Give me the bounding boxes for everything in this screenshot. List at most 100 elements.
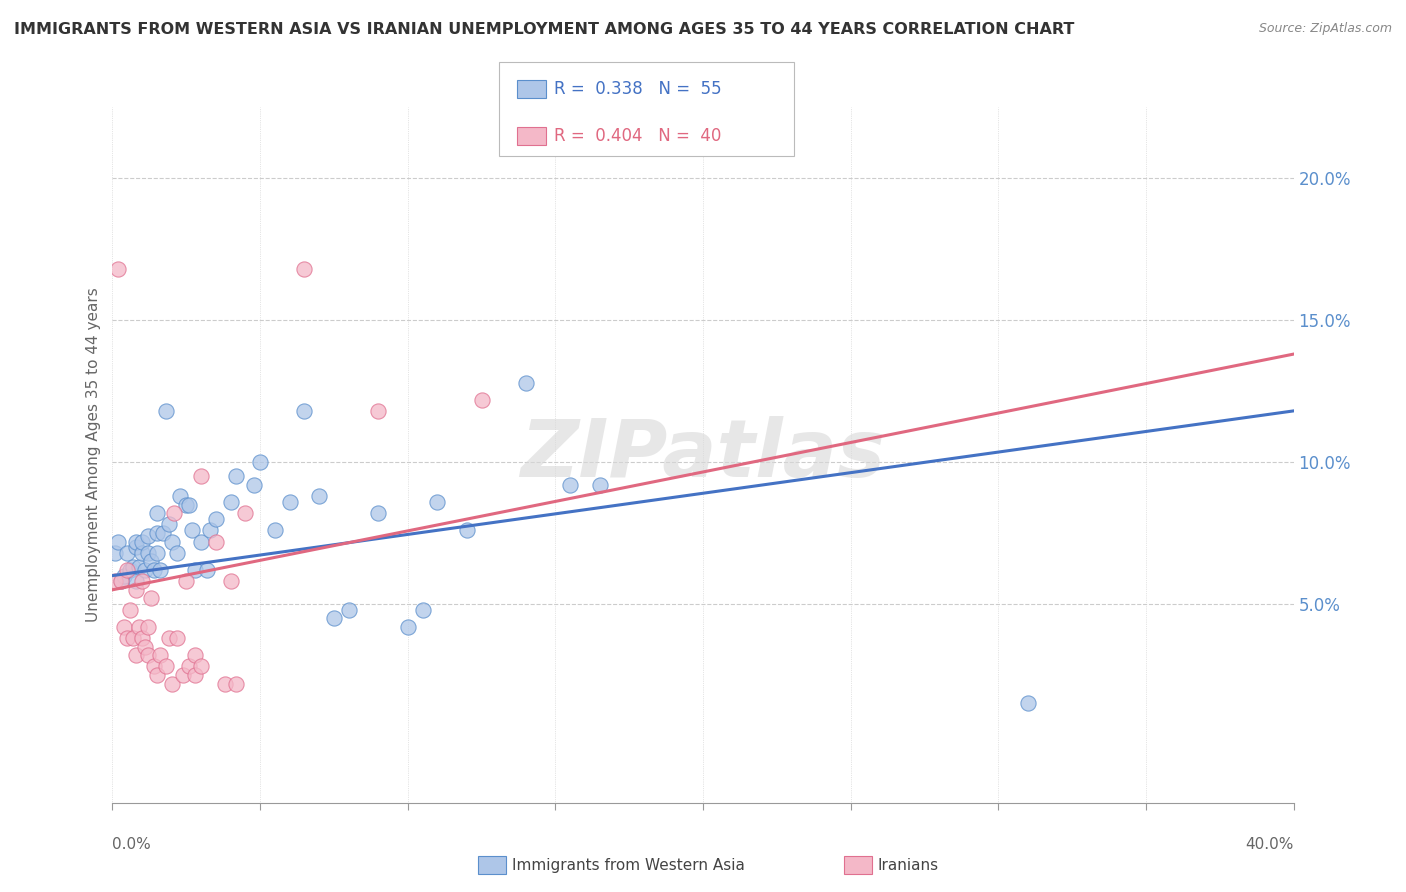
Point xyxy=(107,261,129,276)
Point xyxy=(139,554,162,568)
Point xyxy=(198,523,221,537)
Text: ZIPatlas: ZIPatlas xyxy=(520,416,886,494)
Y-axis label: Unemployment Among Ages 35 to 44 years: Unemployment Among Ages 35 to 44 years xyxy=(86,287,101,623)
Point xyxy=(112,568,135,582)
Point xyxy=(292,261,315,276)
Point xyxy=(163,506,186,520)
Point xyxy=(128,620,150,634)
Point xyxy=(174,498,197,512)
Point xyxy=(134,640,156,654)
Point xyxy=(107,534,129,549)
Point xyxy=(125,540,148,554)
Point xyxy=(190,659,212,673)
Point xyxy=(470,392,494,407)
Point xyxy=(225,676,247,690)
Point xyxy=(195,563,218,577)
Point xyxy=(128,560,150,574)
Point xyxy=(131,546,153,560)
Point xyxy=(112,620,135,634)
Point xyxy=(157,517,180,532)
Point xyxy=(166,631,188,645)
Point xyxy=(205,534,228,549)
Point xyxy=(160,676,183,690)
Point xyxy=(131,534,153,549)
Text: 0.0%: 0.0% xyxy=(112,837,152,852)
Point xyxy=(136,648,159,662)
Point xyxy=(292,404,315,418)
Point xyxy=(174,574,197,589)
Point xyxy=(136,546,159,560)
Point xyxy=(134,563,156,577)
Point xyxy=(308,489,330,503)
Point xyxy=(117,563,138,577)
Point xyxy=(146,526,169,541)
Point xyxy=(243,477,266,491)
Point xyxy=(142,659,165,673)
Point xyxy=(225,469,247,483)
Point xyxy=(426,495,449,509)
Point xyxy=(149,648,172,662)
Text: Iranians: Iranians xyxy=(877,858,938,872)
Point xyxy=(146,546,169,560)
Point xyxy=(125,582,148,597)
Point xyxy=(396,620,419,634)
Text: IMMIGRANTS FROM WESTERN ASIA VS IRANIAN UNEMPLOYMENT AMONG AGES 35 TO 44 YEARS C: IMMIGRANTS FROM WESTERN ASIA VS IRANIAN … xyxy=(14,22,1074,37)
Point xyxy=(184,648,207,662)
Point xyxy=(142,563,165,577)
Point xyxy=(110,574,132,589)
Point xyxy=(190,534,212,549)
Point xyxy=(323,611,346,625)
Point xyxy=(184,668,207,682)
Point xyxy=(411,603,433,617)
Point xyxy=(120,603,142,617)
Point xyxy=(278,495,301,509)
Point xyxy=(219,495,242,509)
Point xyxy=(120,563,142,577)
Point xyxy=(181,523,204,537)
Point xyxy=(155,659,177,673)
Point xyxy=(179,659,201,673)
Point xyxy=(249,455,271,469)
Point xyxy=(214,676,236,690)
Point xyxy=(122,631,145,645)
Point xyxy=(117,631,138,645)
Text: Source: ZipAtlas.com: Source: ZipAtlas.com xyxy=(1258,22,1392,36)
Point xyxy=(588,477,610,491)
Point xyxy=(367,506,389,520)
Point xyxy=(515,376,537,390)
Point xyxy=(125,648,148,662)
Point xyxy=(219,574,242,589)
Point xyxy=(179,498,201,512)
Point xyxy=(337,603,360,617)
Point xyxy=(136,529,159,543)
Point xyxy=(104,546,127,560)
Point xyxy=(1017,697,1039,711)
Point xyxy=(367,404,389,418)
Point xyxy=(152,526,174,541)
Point xyxy=(233,506,256,520)
Point xyxy=(117,546,138,560)
Point xyxy=(122,560,145,574)
Point xyxy=(139,591,162,606)
Point xyxy=(190,469,212,483)
Point xyxy=(125,534,148,549)
Text: 40.0%: 40.0% xyxy=(1246,837,1294,852)
Point xyxy=(172,668,194,682)
Point xyxy=(131,631,153,645)
Point xyxy=(157,631,180,645)
Point xyxy=(558,477,582,491)
Point xyxy=(125,574,148,589)
Point xyxy=(146,506,169,520)
Point xyxy=(456,523,478,537)
Point xyxy=(136,620,159,634)
Point xyxy=(205,512,228,526)
Point xyxy=(146,668,169,682)
Text: R =  0.338   N =  55: R = 0.338 N = 55 xyxy=(554,80,721,98)
Text: R =  0.404   N =  40: R = 0.404 N = 40 xyxy=(554,127,721,145)
Point xyxy=(110,574,132,589)
Point xyxy=(264,523,287,537)
Point xyxy=(155,404,177,418)
Point xyxy=(184,563,207,577)
Point xyxy=(169,489,191,503)
Point xyxy=(131,574,153,589)
